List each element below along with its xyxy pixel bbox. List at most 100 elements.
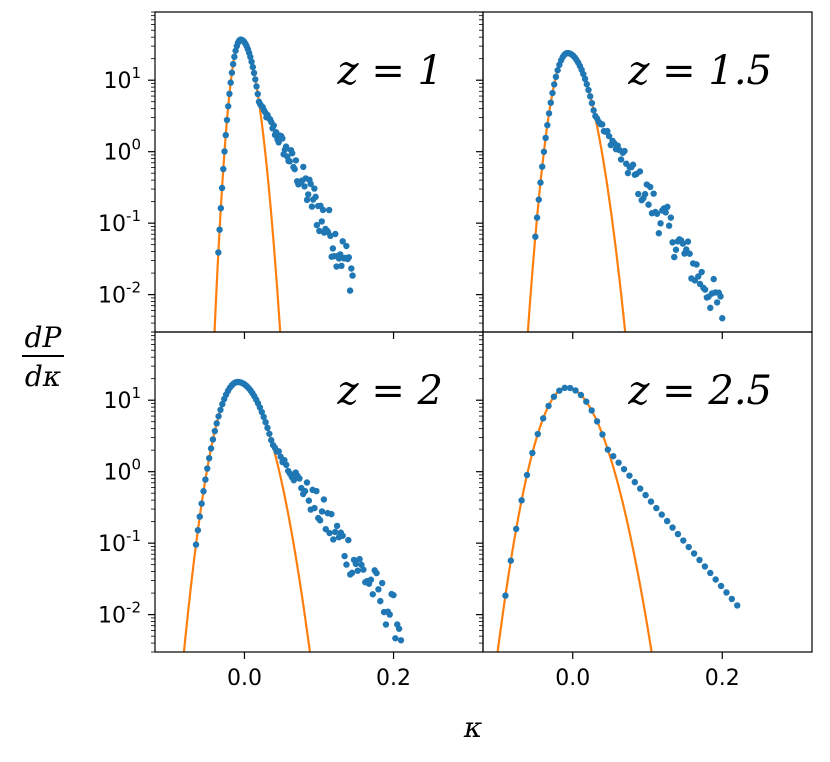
data-point [252,76,259,83]
model-curve [496,386,653,652]
data-point [532,233,539,240]
data-point [590,107,597,114]
data-point [719,315,726,322]
data-point [300,163,307,171]
data-point [292,157,300,164]
x-axis-label: κ [463,711,482,744]
data-point [723,589,730,596]
model-curve [182,380,311,652]
panel-2: z = 1.5 [476,11,813,339]
data-point [593,418,601,425]
data-point [604,446,612,453]
data-point [566,384,574,392]
data-point [550,393,558,400]
data-point [316,517,324,524]
data-point [518,497,525,504]
x-tick-label: 0.2 [705,666,740,691]
data-point [311,504,318,512]
data-point [226,90,233,98]
data-point [220,165,227,173]
data-point [698,268,705,276]
data-point [549,89,556,97]
data-point [629,161,637,168]
data-point [663,517,671,525]
data-point [680,537,687,544]
data-point [303,479,311,486]
panel-label: z = 2.5 [627,368,772,414]
data-point [349,272,356,279]
data-point [552,73,560,81]
data-point [343,242,350,250]
data-point [339,238,346,245]
data-point [599,121,606,128]
data-point [662,209,669,216]
data-point [695,273,702,280]
data-point [696,556,703,564]
data-point [318,218,325,225]
data-point [217,406,224,414]
y-tick-exponent: 0 [131,456,141,474]
data-point [258,408,266,416]
panel-plot-area [496,384,741,652]
data-point [534,430,541,438]
data-point [679,240,687,247]
data-point [330,536,337,543]
y-tick-label: 10-2 [98,599,141,629]
data-point [636,168,644,175]
data-point [386,611,393,618]
data-point [329,245,337,252]
data-point [529,449,536,457]
data-point [653,210,661,217]
data-point [202,476,209,483]
data-point [250,69,258,77]
data-point [373,569,380,577]
data-point [685,543,692,551]
data-point [378,579,386,587]
data-point [542,134,549,142]
model-curve [526,51,627,332]
data-point [260,413,267,421]
data-point [390,591,397,599]
data-point [650,190,657,197]
data-point [631,478,639,486]
data-point [647,498,655,505]
data-point [540,148,548,155]
data-point [585,86,592,94]
data-point [395,625,403,632]
data-point [561,384,568,392]
data-point [717,582,725,590]
x-tick-label: 0.2 [376,666,411,691]
data-point [333,522,341,530]
data-point [318,508,326,515]
data-point [249,63,257,71]
data-point [352,560,360,568]
data-point [671,253,678,261]
y-tick-exponent: 1 [131,384,141,402]
data-point [588,99,596,107]
data-point [580,70,587,78]
data-point [599,431,606,438]
y-tick-exponent: 0 [131,136,141,154]
data-point [701,563,709,570]
data-point [544,121,551,129]
data-point [653,504,660,512]
data-point [198,500,205,507]
data-point [345,254,353,261]
panel-frame [482,331,813,653]
data-point [312,193,319,201]
y-tick-exponent: 1 [131,64,141,82]
data-point [343,561,350,568]
data-point [200,488,207,495]
panel-label: z = 1.5 [627,48,772,94]
y-tick-label: 100 [103,136,141,166]
data-point [523,471,531,479]
data-point [637,485,644,492]
data-point [615,459,622,466]
data-point [620,465,628,473]
data-point [313,487,320,495]
data-point [610,452,617,460]
y-axis-label-numerator: dP [25,321,63,354]
data-point [577,391,585,399]
data-point [533,214,541,221]
